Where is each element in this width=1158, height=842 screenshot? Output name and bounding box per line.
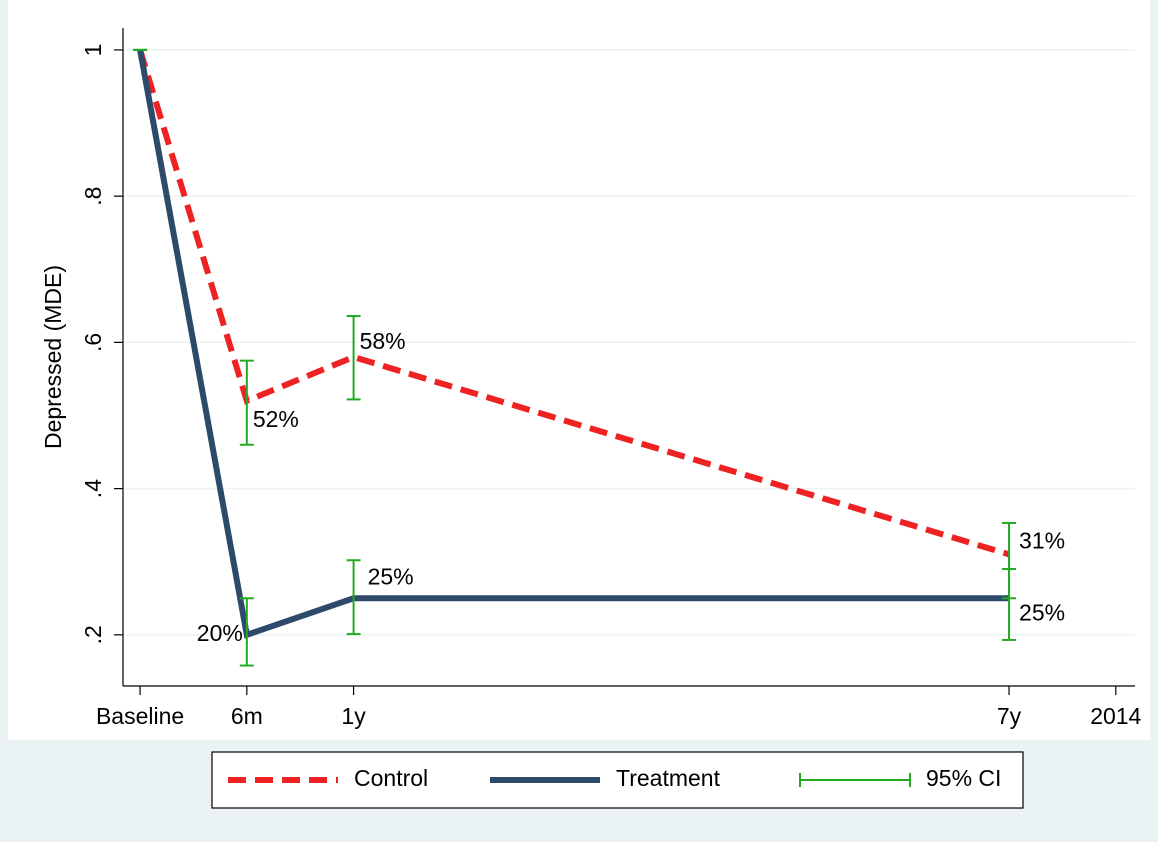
error-bar — [239, 597, 254, 667]
error-bar — [1002, 568, 1017, 641]
error-bar — [346, 559, 361, 636]
x-tick-label: Baseline — [96, 703, 184, 729]
data-label: 20% — [197, 620, 243, 646]
legend-label: Treatment — [616, 765, 721, 791]
graph-region — [8, 0, 1150, 740]
y-tick-label: .4 — [80, 479, 106, 498]
error-bar — [239, 359, 254, 446]
y-axis-title: Depressed (MDE) — [40, 265, 66, 449]
data-label: 31% — [1019, 527, 1065, 553]
y-tick-label: .8 — [80, 187, 106, 206]
x-tick-label: 7y — [997, 703, 1022, 729]
data-label: 25% — [368, 563, 414, 589]
legend-label: 95% CI — [926, 765, 1001, 791]
line-series — [137, 49, 1010, 558]
error-bar — [346, 315, 361, 401]
legend-label: Control — [354, 765, 428, 791]
data-label: 25% — [1019, 599, 1065, 625]
data-label: 52% — [253, 406, 299, 432]
x-tick-label: 6m — [231, 703, 263, 729]
x-tick-label: 1y — [341, 703, 366, 729]
line-series — [137, 49, 1010, 639]
y-tick-label: .6 — [80, 333, 106, 352]
y-tick-label: 1 — [80, 44, 106, 57]
x-tick-label: 2014 — [1090, 703, 1141, 729]
y-tick-label: .2 — [80, 625, 106, 644]
data-label: 58% — [360, 328, 406, 354]
